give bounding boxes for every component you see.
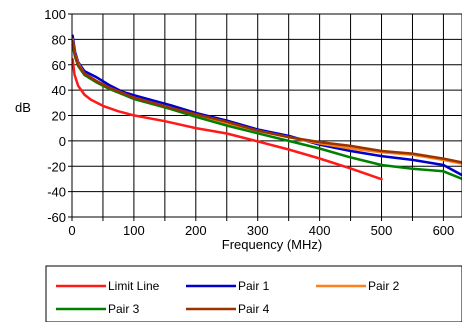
- y-tick-labels: 100 80 60 40 20 0 -20 -40 -60: [44, 7, 66, 225]
- y-tick-label: 20: [52, 109, 66, 124]
- series-lines: [71, 34, 462, 181]
- x-axis-label: Frequency (MHz): [222, 237, 322, 252]
- legend-label-pair-2: Pair 2: [368, 279, 400, 293]
- grid-lines: [72, 14, 462, 217]
- x-tick-label: 600: [433, 223, 455, 238]
- y-tick-label: 40: [52, 83, 66, 98]
- x-tick-label: 200: [185, 223, 207, 238]
- series-line-limit-line: [71, 58, 383, 181]
- y-tick-label: -40: [47, 185, 66, 200]
- legend-label-pair-1: Pair 1: [238, 279, 270, 293]
- legend-label-limit-line: Limit Line: [108, 279, 160, 293]
- series-line-pair-1: [71, 34, 462, 177]
- x-tick-label: 100: [123, 223, 145, 238]
- y-tick-label: 80: [52, 32, 66, 47]
- y-tick-label: -20: [47, 159, 66, 174]
- legend-label-pair-4: Pair 4: [238, 302, 270, 316]
- series-line-pair-4: [71, 39, 462, 164]
- legend-box: [45, 265, 462, 322]
- x-tick-label: 300: [247, 223, 269, 238]
- x-tick-label: 400: [309, 223, 331, 238]
- y-axis-label: dB: [15, 100, 31, 115]
- y-tick-label: -60: [47, 210, 66, 225]
- x-tick-label: 500: [371, 223, 393, 238]
- x-tick-label: 0: [68, 223, 75, 238]
- y-tick-label: 100: [44, 7, 66, 22]
- legend-label-pair-3: Pair 3: [108, 302, 140, 316]
- legend: Limit Line Pair 1 Pair 2 Pair 3 Pair 4: [56, 279, 400, 316]
- tick-marks: [68, 13, 444, 221]
- x-tick-labels: 0 100 200 300 400 500 600: [68, 223, 454, 238]
- y-tick-label: 60: [52, 58, 66, 73]
- y-tick-label: 0: [59, 134, 66, 149]
